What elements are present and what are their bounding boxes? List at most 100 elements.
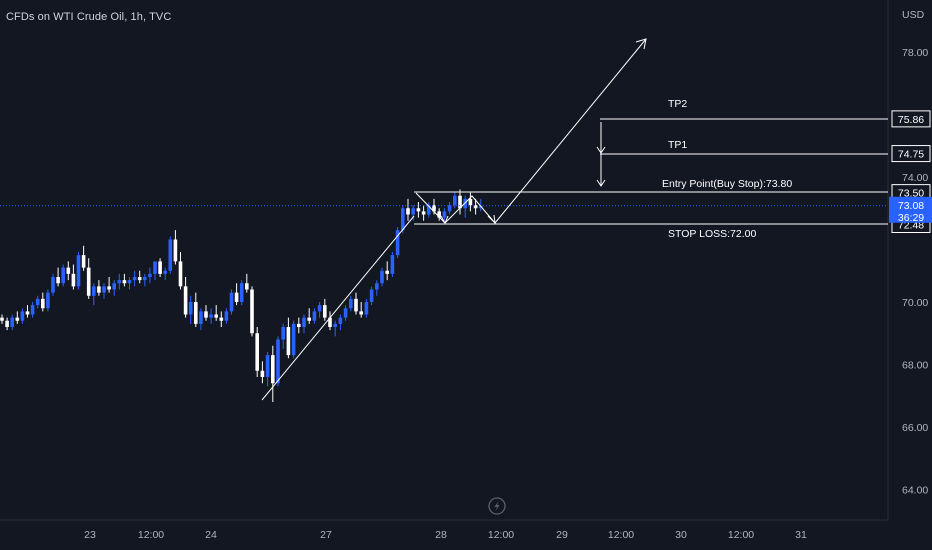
candle [271, 345, 275, 402]
candle-body [312, 311, 317, 321]
candle-body [416, 208, 421, 212]
candle [458, 189, 462, 215]
candle [250, 286, 254, 337]
candle [214, 305, 218, 321]
candle [229, 289, 234, 315]
candle-body [375, 283, 379, 290]
candle [183, 277, 188, 318]
candle-body [411, 208, 415, 215]
candle [56, 267, 60, 287]
candle-body [97, 286, 101, 293]
time-tick-label: 24 [205, 529, 217, 541]
candle [239, 280, 244, 306]
symbol-title: CFDs on WTI Crude Oil, 1h, TVC [6, 11, 172, 23]
candle-body [76, 255, 81, 287]
time-tick-label: 12:00 [608, 529, 634, 541]
candle-body [234, 292, 239, 302]
zigzag-arrowhead-2 [487, 214, 496, 225]
candle-body [194, 302, 198, 324]
candle [30, 302, 35, 318]
candle [427, 202, 431, 218]
candle [245, 273, 249, 293]
level-badge-entry: 73.50 [891, 184, 931, 202]
candle [112, 280, 116, 296]
candle [194, 292, 198, 327]
candle [163, 267, 167, 281]
candle-body [333, 323, 337, 327]
candle-body [66, 267, 71, 274]
last-price-badge: 73.08 36:29 [889, 196, 932, 224]
time-tick-label: 30 [675, 529, 687, 541]
projection-arrow-line [494, 38, 647, 224]
candle-body [188, 302, 193, 315]
candle-body [46, 292, 50, 309]
candle-body [250, 289, 254, 334]
candle [86, 258, 91, 299]
candle-body [349, 298, 353, 309]
candle [41, 292, 45, 312]
candle-body [291, 323, 296, 356]
candle [317, 302, 322, 318]
target-range-arrowhead-down [596, 179, 606, 187]
time-tick-label: 28 [435, 529, 447, 541]
candle [473, 198, 478, 215]
candle [364, 298, 369, 318]
candle-body [61, 267, 65, 284]
price-tick-label: 66.00 [902, 422, 928, 434]
candle [442, 208, 447, 221]
candle-body [302, 317, 306, 327]
level-badge-tp1: 74.75 [891, 145, 931, 163]
candle-body [204, 311, 208, 318]
candle [188, 295, 193, 324]
stop-loss-label: STOP LOSS:72.00 [668, 228, 756, 240]
candle-body [442, 211, 447, 218]
level-badge-value: 74.75 [898, 149, 924, 161]
candle [148, 267, 152, 284]
candle [411, 205, 415, 221]
candle-body [143, 277, 147, 281]
candle-body [245, 283, 249, 290]
candle [102, 283, 106, 299]
candle-body [323, 305, 327, 318]
candle-body [437, 211, 441, 218]
candle [122, 273, 127, 287]
candle [0, 314, 4, 324]
candle-body [132, 277, 137, 281]
candle-body [276, 339, 280, 384]
candle [255, 327, 259, 377]
candle [199, 308, 203, 331]
candle [173, 230, 178, 265]
candle-body [468, 198, 473, 206]
candle [416, 202, 421, 218]
candle [390, 252, 395, 277]
candle [395, 227, 400, 259]
price-tick-label: 74.00 [902, 172, 928, 184]
candle-body [173, 239, 178, 262]
lightning-bolt-icon[interactable] [488, 497, 506, 515]
candle-body [380, 270, 384, 284]
time-tick-label: 23 [84, 529, 96, 541]
candle-body [338, 317, 343, 324]
candle-body [463, 198, 467, 209]
candle-body [473, 205, 478, 209]
candle [219, 311, 224, 327]
candle [117, 273, 122, 290]
candle [5, 317, 9, 331]
zigzag-path [415, 192, 496, 224]
price-tick-label: 70.00 [902, 297, 928, 309]
level-badge-value: 75.86 [898, 114, 924, 126]
candle-body [158, 261, 162, 274]
candle [447, 202, 452, 215]
time-tick-label: 12:00 [138, 529, 164, 541]
candle-body [148, 273, 152, 277]
candle [302, 314, 306, 334]
candle [46, 289, 50, 312]
candle [421, 205, 426, 221]
candle-body [81, 255, 86, 268]
candle [204, 305, 208, 321]
candle [463, 195, 467, 218]
tp1-label: TP1 [668, 139, 687, 151]
candle [453, 192, 457, 209]
candle [401, 205, 405, 234]
